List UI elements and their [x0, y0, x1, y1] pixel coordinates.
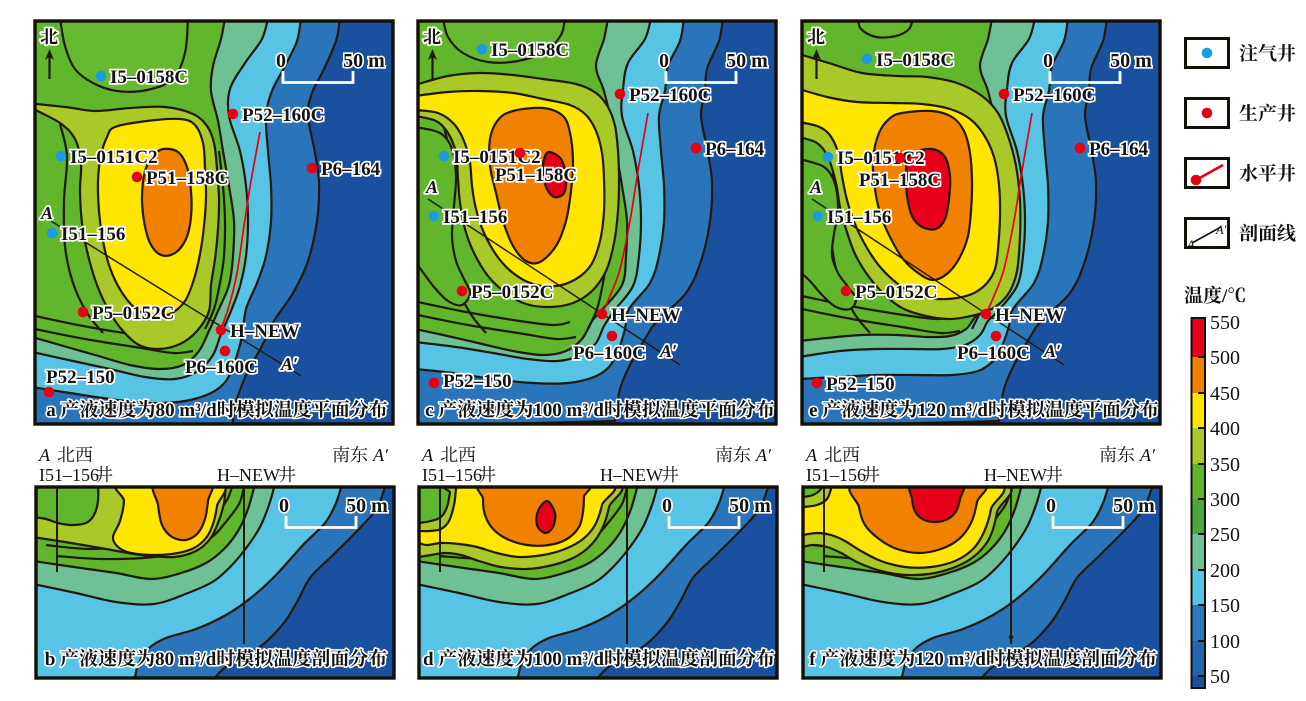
svg-text:P6–160C: P6–160C: [185, 357, 258, 378]
svg-text:550: 550: [1210, 312, 1240, 334]
svg-text:P51–158C: P51–158C: [495, 165, 577, 186]
svg-text:H–NEW: H–NEW: [995, 305, 1065, 326]
svg-text:P51–158C: P51–158C: [859, 170, 941, 191]
svg-text:200: 200: [1210, 560, 1240, 582]
svg-text:0: 0: [279, 495, 289, 517]
svg-text:I51–156: I51–156: [806, 465, 866, 485]
svg-text:350: 350: [1210, 454, 1240, 476]
svg-text:I51–156: I51–156: [443, 207, 507, 228]
svg-text:I51–156: I51–156: [61, 224, 125, 245]
svg-text:H–NEW: H–NEW: [600, 465, 663, 485]
svg-text:P5–0152C: P5–0152C: [855, 282, 937, 303]
svg-text:H–NEW: H–NEW: [984, 465, 1047, 485]
svg-text:P51–158C: P51–158C: [146, 168, 228, 189]
svg-text:400: 400: [1210, 418, 1240, 440]
svg-text:P6–160C: P6–160C: [957, 343, 1030, 364]
svg-text:50 m: 50 m: [1110, 50, 1152, 72]
svg-text:0: 0: [1046, 495, 1056, 517]
svg-text:0: 0: [1043, 50, 1053, 72]
svg-text:P52–150: P52–150: [443, 371, 512, 392]
svg-text:I5–0151C2: I5–0151C2: [837, 148, 925, 169]
svg-text:50 m: 50 m: [729, 495, 771, 517]
svg-text:H–NEW: H–NEW: [611, 305, 681, 326]
svg-text:P6–164: P6–164: [1089, 139, 1149, 160]
svg-text:H–NEW: H–NEW: [230, 321, 300, 342]
svg-text:A′: A′: [1215, 223, 1227, 237]
svg-text:450: 450: [1210, 383, 1240, 405]
svg-text:I5–0158C: I5–0158C: [876, 50, 954, 71]
svg-text:I5–0158C: I5–0158C: [491, 40, 569, 61]
svg-text:P52–160C: P52–160C: [242, 105, 324, 126]
svg-text:50 m: 50 m: [726, 50, 768, 72]
svg-text:P52–160C: P52–160C: [1013, 85, 1095, 106]
svg-text:P52–160C: P52–160C: [629, 85, 711, 106]
svg-text:I51–156: I51–156: [39, 465, 99, 485]
svg-text:500: 500: [1210, 347, 1240, 369]
svg-text:I5–0158C: I5–0158C: [110, 67, 188, 88]
svg-text:50 m: 50 m: [343, 50, 385, 72]
svg-text:50 m: 50 m: [346, 495, 388, 517]
svg-text:150: 150: [1210, 595, 1240, 617]
svg-text:50 m: 50 m: [1113, 495, 1155, 517]
svg-text:I51–156: I51–156: [422, 465, 482, 485]
svg-text:P6–164: P6–164: [705, 139, 765, 160]
svg-text:H–NEW: H–NEW: [217, 465, 280, 485]
svg-text:0: 0: [662, 495, 672, 517]
svg-text:P6–160C: P6–160C: [573, 343, 646, 364]
svg-text:250: 250: [1210, 524, 1240, 546]
svg-text:P52–150: P52–150: [46, 367, 115, 388]
svg-text:P52–150: P52–150: [826, 374, 895, 395]
svg-text:P6–164: P6–164: [321, 159, 381, 180]
svg-text:300: 300: [1210, 489, 1240, 511]
svg-text:P5–0152C: P5–0152C: [471, 282, 553, 303]
svg-text:0: 0: [659, 50, 669, 72]
svg-text:50: 50: [1210, 666, 1230, 688]
svg-text:I5–0151C2: I5–0151C2: [70, 147, 158, 168]
svg-text:I51–156: I51–156: [827, 207, 891, 228]
svg-text:0: 0: [276, 50, 286, 72]
svg-text:100: 100: [1210, 631, 1240, 653]
svg-text:A: A: [1186, 238, 1195, 252]
svg-text:P5–0152C: P5–0152C: [92, 303, 174, 324]
